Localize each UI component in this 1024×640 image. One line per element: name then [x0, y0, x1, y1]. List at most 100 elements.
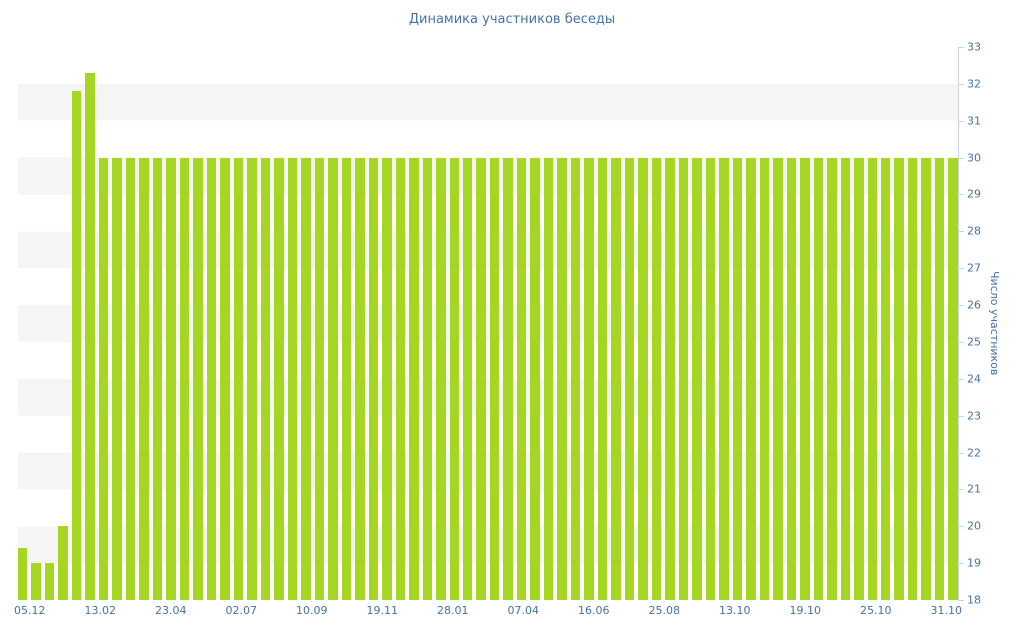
bar	[395, 157, 406, 600]
bar	[759, 157, 770, 600]
y-tick-label: 18	[967, 593, 981, 607]
bar	[530, 157, 540, 600]
y-tick-label: 29	[967, 187, 981, 201]
bar	[233, 157, 244, 600]
bar	[98, 157, 109, 600]
bar	[827, 157, 837, 600]
bar	[813, 157, 824, 600]
y-tick-label: 33	[967, 40, 981, 54]
x-tick-label: 19.10	[789, 604, 822, 617]
y-tick-label: 30	[967, 151, 981, 165]
y-tick-mark	[958, 415, 964, 417]
bars-container	[18, 47, 958, 600]
bar	[179, 157, 190, 600]
bar	[152, 157, 163, 600]
x-tick-label: 28.01	[437, 604, 469, 617]
bar	[597, 157, 608, 600]
bar	[948, 157, 958, 600]
bar	[746, 157, 756, 600]
bar	[786, 157, 797, 600]
bar	[382, 157, 392, 600]
y-tick-mark	[958, 526, 964, 528]
y-tick-label: 25	[967, 335, 981, 349]
plot-area	[18, 47, 958, 600]
y-tick-mark	[958, 305, 964, 307]
bar	[584, 157, 594, 600]
x-tick-label: 05.12	[14, 604, 46, 617]
bar	[854, 157, 864, 600]
bar	[436, 157, 446, 600]
bar	[638, 157, 648, 600]
bar	[907, 157, 918, 600]
bar	[840, 157, 851, 600]
x-axis-labels: 05.12 13.02 23.04 02.07 10.09 19.11 28.01 07.04…	[14, 604, 962, 617]
bar	[247, 157, 257, 600]
bar	[624, 157, 635, 600]
y-tick-label: 21	[967, 482, 981, 496]
x-tick-label: 19.11	[366, 604, 399, 617]
y-tick-mark	[958, 600, 964, 601]
x-tick-label: 25.10	[860, 604, 892, 617]
y-axis-title: Число участников	[988, 47, 1001, 600]
x-tick-label: 10.09	[296, 604, 328, 617]
bar	[705, 157, 716, 600]
x-tick-label: 02.07	[225, 604, 258, 617]
bar	[422, 157, 433, 600]
x-tick-label: 13.10	[719, 604, 751, 617]
bar	[125, 157, 136, 600]
y-tick-label: 20	[967, 519, 981, 533]
y-tick-label: 22	[967, 446, 981, 460]
x-tick-label: 23.04	[155, 604, 187, 617]
bar	[58, 526, 68, 600]
bar	[139, 157, 149, 600]
bar	[112, 157, 122, 600]
bar	[287, 157, 298, 600]
bar	[449, 157, 459, 600]
bar	[665, 157, 675, 600]
y-tick-mark	[958, 157, 964, 159]
y-tick-mark	[958, 341, 964, 343]
bar	[462, 157, 473, 600]
y-tick-label: 23	[967, 409, 981, 423]
y-tick-label: 31	[967, 114, 981, 128]
bar	[881, 157, 891, 600]
bar	[314, 157, 325, 600]
bar	[166, 157, 176, 600]
bar	[260, 157, 271, 600]
bar	[800, 157, 810, 600]
y-tick-mark	[958, 83, 964, 85]
y-tick-mark	[958, 47, 964, 48]
x-tick-label: 31.10	[930, 604, 963, 617]
y-tick-mark	[958, 194, 964, 196]
y-tick-label: 26	[967, 298, 981, 312]
bar	[732, 157, 743, 600]
y-tick-label: 28	[967, 224, 981, 238]
y-tick-label: 27	[967, 261, 981, 275]
y-tick-label: 32	[967, 77, 981, 91]
y-tick-mark	[958, 268, 964, 270]
bar	[31, 563, 41, 600]
bar	[570, 157, 581, 600]
bar	[678, 157, 689, 600]
bar	[44, 563, 55, 600]
bar	[355, 157, 365, 600]
bar	[934, 157, 945, 600]
y-tick-mark	[958, 563, 964, 565]
x-tick-label: 25.08	[648, 604, 681, 617]
bar	[773, 157, 783, 600]
bar	[503, 157, 513, 600]
bar	[543, 157, 554, 600]
bar	[894, 157, 904, 600]
bar	[85, 72, 95, 600]
bar	[328, 157, 338, 600]
bar	[719, 157, 729, 600]
y-tick-mark	[958, 231, 964, 233]
bar	[206, 157, 217, 600]
bar	[220, 157, 230, 600]
y-tick-mark	[958, 489, 964, 491]
bar	[476, 157, 486, 600]
bar	[368, 157, 379, 600]
chart-title: Динамика участников беседы	[408, 12, 616, 27]
bar	[867, 157, 877, 600]
y-axis-line	[958, 47, 959, 601]
